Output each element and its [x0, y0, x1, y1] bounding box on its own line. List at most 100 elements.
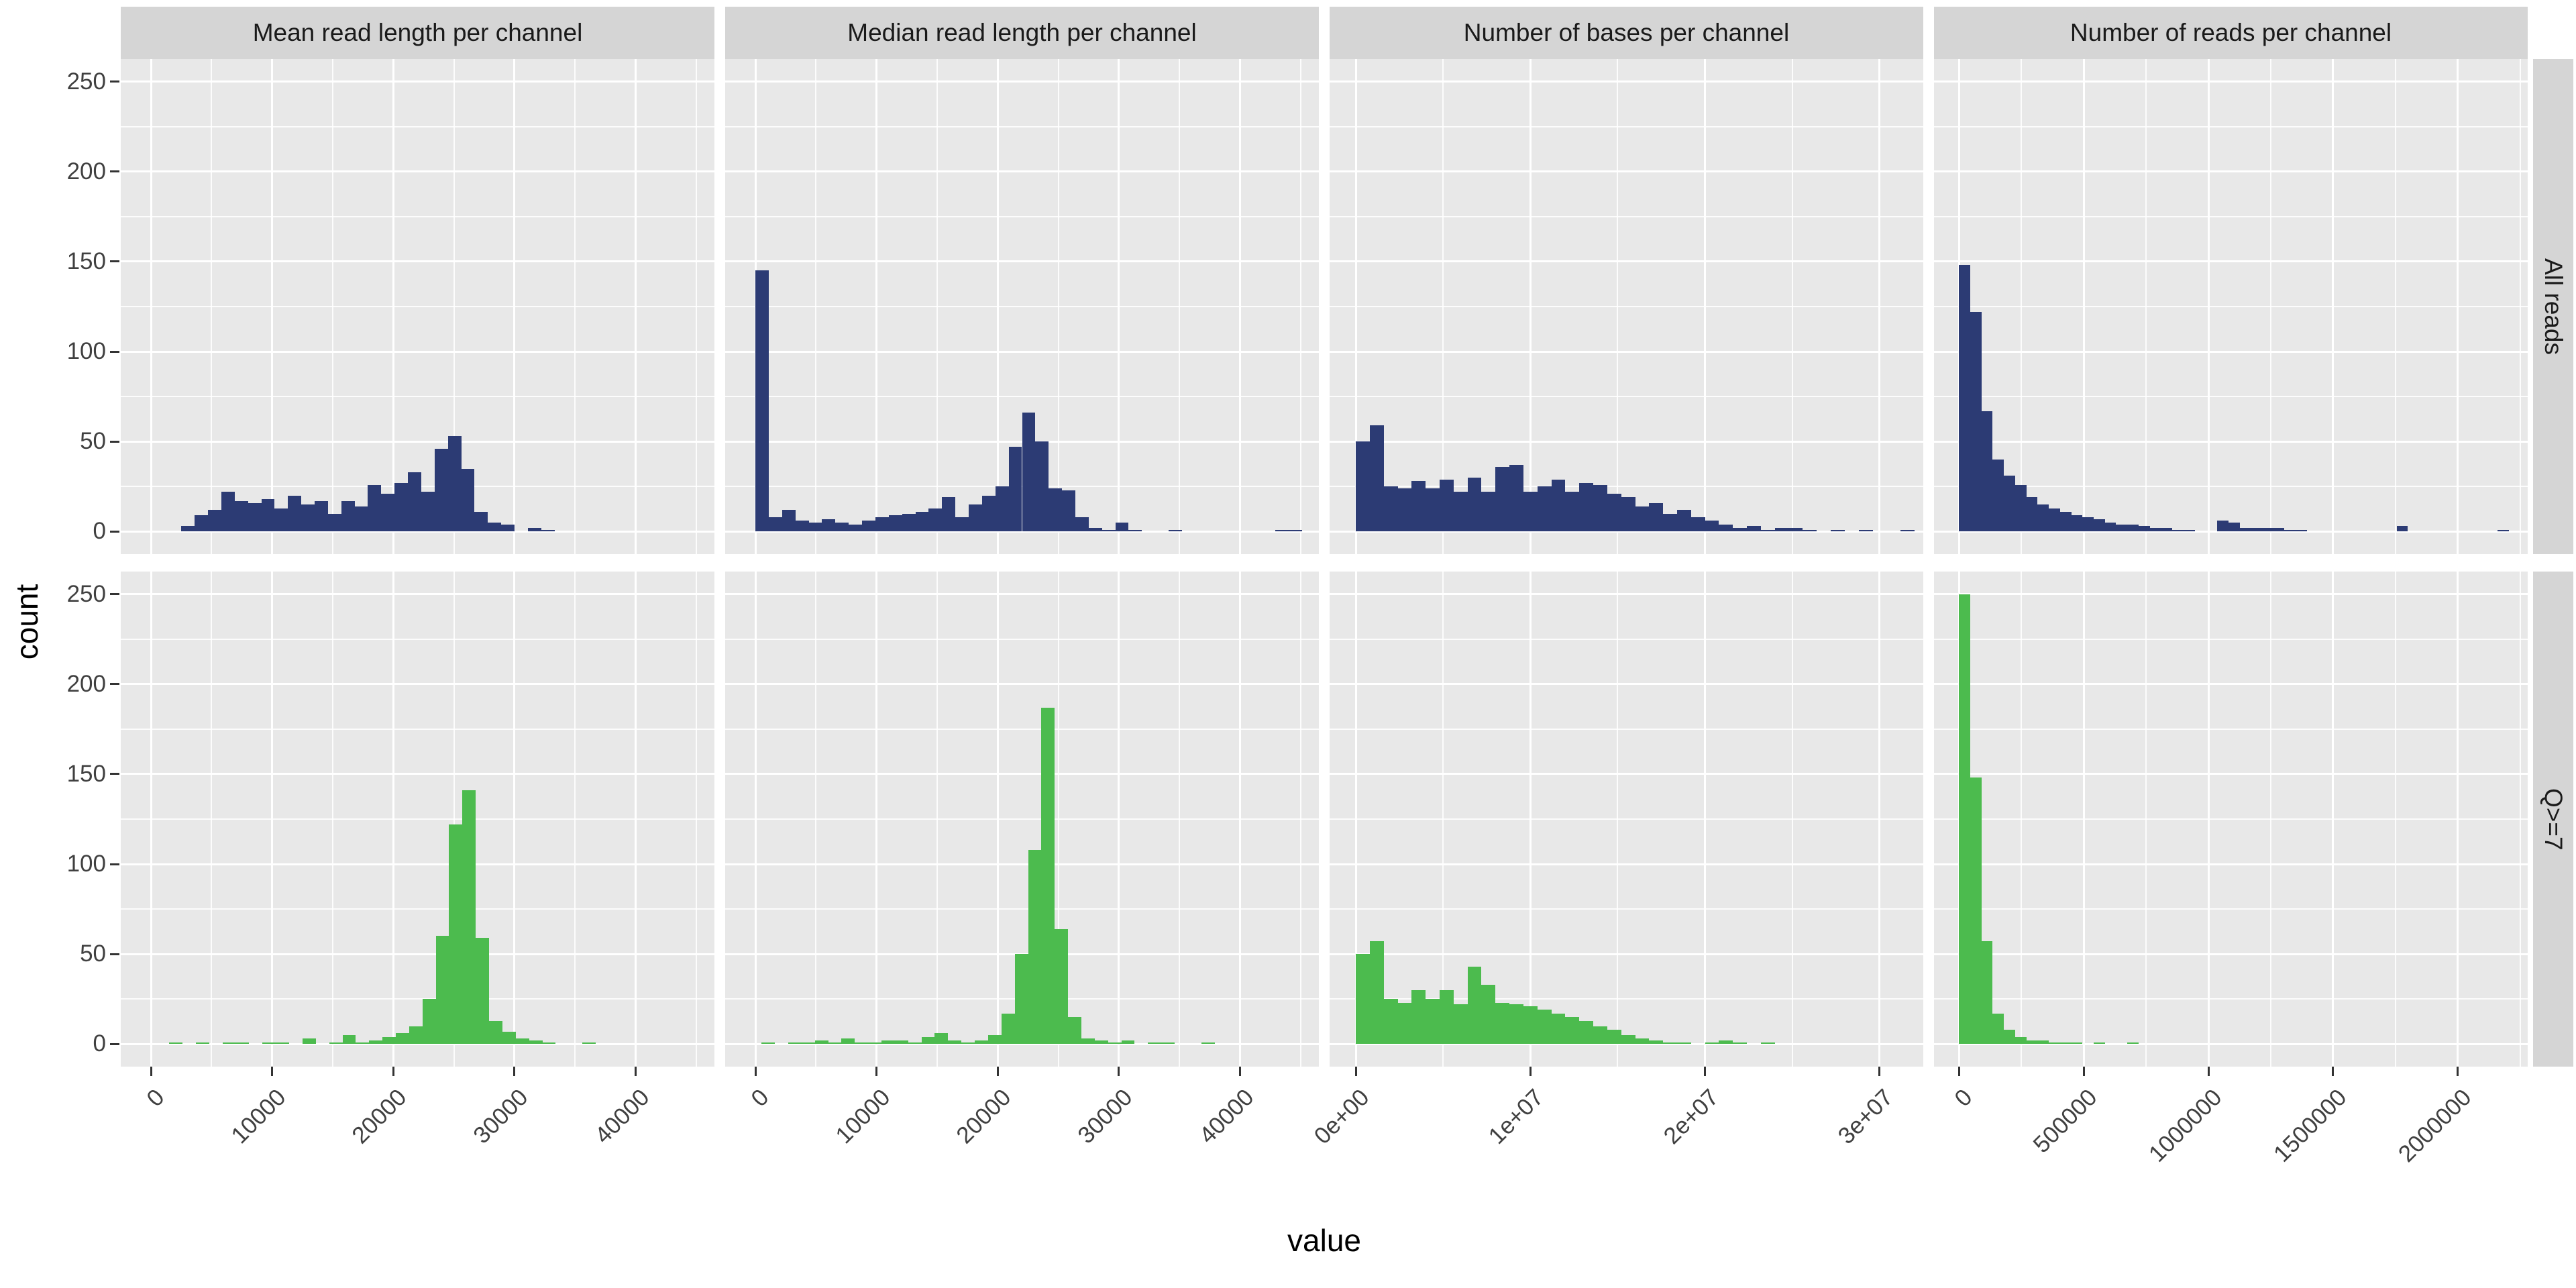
histogram-bar [835, 523, 849, 532]
gridline-vertical-major [635, 59, 637, 554]
gridline-horizontal-major [1934, 593, 2528, 596]
histogram-bar [1676, 1042, 1691, 1044]
facet-strip-label: Number of bases per channel [1463, 19, 1790, 46]
gridline-horizontal-major [1934, 260, 2528, 263]
histogram-bar [849, 524, 863, 532]
histogram-bar [208, 510, 221, 532]
gridline-horizontal-major [725, 80, 1319, 83]
gridline-horizontal-minor [1330, 638, 1923, 640]
gridline-vertical-major [2332, 572, 2334, 1067]
gridline-vertical-major [1239, 59, 1242, 554]
histogram-bar [421, 492, 435, 532]
gridline-vertical-minor [1057, 59, 1059, 554]
gridline-horizontal-major [725, 1042, 1319, 1045]
gridline-horizontal-minor [1330, 908, 1923, 910]
histogram-bar [1690, 517, 1705, 532]
gridline-horizontal-major [1934, 440, 2528, 443]
histogram-bar [1369, 425, 1384, 532]
x-tick-mark [271, 1067, 274, 1076]
histogram-bar [1992, 1013, 2004, 1044]
y-tick-mark [110, 530, 119, 533]
histogram-bar [1733, 1042, 1748, 1044]
histogram-bar [1288, 529, 1302, 532]
y-tick-mark [110, 80, 119, 83]
x-tick-label: 20000 [347, 1084, 412, 1149]
gridline-vertical-major [271, 572, 274, 1067]
histogram-bar [2037, 1040, 2049, 1044]
histogram-bar [1068, 1017, 1081, 1044]
histogram-bar [1148, 1042, 1162, 1044]
x-tick-label: 2e+07 [1658, 1084, 1724, 1150]
facet-strip-q7: Q>=7 [2533, 572, 2573, 1067]
histogram-bar [1115, 523, 1129, 532]
gridline-horizontal-minor [121, 818, 714, 820]
gridline-horizontal-major [1330, 1042, 1923, 1045]
histogram-bar [1676, 510, 1691, 532]
gridline-vertical-minor [453, 572, 455, 1067]
panel-q7-number-of-reads [1934, 572, 2528, 1067]
histogram-bar [1593, 1026, 1607, 1044]
y-tick-mark [110, 170, 119, 173]
histogram-bar [462, 790, 476, 1044]
histogram-bar [1201, 1042, 1215, 1044]
y-tick-mark [110, 953, 119, 955]
histogram-bar [2396, 526, 2408, 532]
gridline-vertical-minor [2021, 572, 2023, 1067]
facet-strip-mean-read-length: Mean read length per channel [121, 7, 714, 59]
histogram-bar [288, 495, 302, 532]
x-tick-label: 30000 [1073, 1084, 1138, 1149]
gridline-horizontal-minor [725, 306, 1319, 307]
gridline-horizontal-minor [725, 908, 1319, 910]
y-tick-label: 150 [66, 248, 106, 274]
histogram-bar [1565, 492, 1580, 532]
histogram-bar [782, 510, 796, 532]
histogram-bar [2228, 523, 2240, 532]
x-tick-mark [2207, 1067, 2210, 1076]
histogram-bar [1383, 999, 1398, 1044]
gridline-horizontal-minor [1330, 818, 1923, 820]
facet-strip-number-of-bases: Number of bases per channel [1330, 7, 1923, 59]
x-tick-mark [1878, 1067, 1881, 1076]
gridline-horizontal-minor [725, 396, 1319, 398]
histogram-bar [928, 508, 943, 532]
gridline-vertical-minor [2269, 572, 2271, 1067]
x-tick-label: 10000 [225, 1084, 291, 1149]
histogram-bar [801, 1042, 815, 1044]
gridline-vertical-major [1118, 572, 1120, 1067]
histogram-bar [1014, 954, 1028, 1044]
facet-strip-number-of-reads: Number of reads per channel [1934, 7, 2528, 59]
histogram-bar [2261, 528, 2273, 532]
histogram-bar [2296, 529, 2307, 532]
histogram-bar [888, 515, 902, 532]
gridline-vertical-minor [815, 59, 817, 554]
x-tick-label: 0 [142, 1084, 170, 1112]
histogram-bar [1397, 1002, 1412, 1044]
gridline-horizontal-major [121, 593, 714, 596]
gridline-vertical-minor [2145, 572, 2147, 1067]
histogram-bar [2498, 529, 2510, 532]
gridline-vertical-minor [574, 59, 576, 554]
gridline-vertical-major [1529, 572, 1532, 1067]
gridline-horizontal-minor [1330, 396, 1923, 398]
gridline-horizontal-major [725, 260, 1319, 263]
gridline-horizontal-minor [1934, 396, 2528, 398]
histogram-bar [314, 500, 328, 532]
histogram-bar [368, 484, 382, 532]
gridline-vertical-major [875, 572, 878, 1067]
gridline-horizontal-major [1934, 863, 2528, 865]
y-tick-label: 150 [66, 760, 106, 787]
gridline-horizontal-major [1330, 350, 1923, 353]
x-tick-mark [2082, 1067, 2085, 1076]
gridline-horizontal-major [121, 953, 714, 955]
facet-strip-label: Number of reads per channel [2070, 19, 2392, 46]
histogram-bar [1523, 492, 1538, 532]
histogram-bar [969, 504, 982, 532]
histogram-bar [1453, 492, 1468, 532]
histogram-bar [2026, 1040, 2038, 1044]
gridline-vertical-minor [1617, 59, 1619, 554]
histogram-bar [2239, 528, 2251, 532]
x-tick-mark [1957, 1067, 1960, 1076]
histogram-bar [1635, 1038, 1650, 1044]
histogram-bar [921, 1036, 935, 1044]
histogram-bar [1607, 1029, 1621, 1044]
